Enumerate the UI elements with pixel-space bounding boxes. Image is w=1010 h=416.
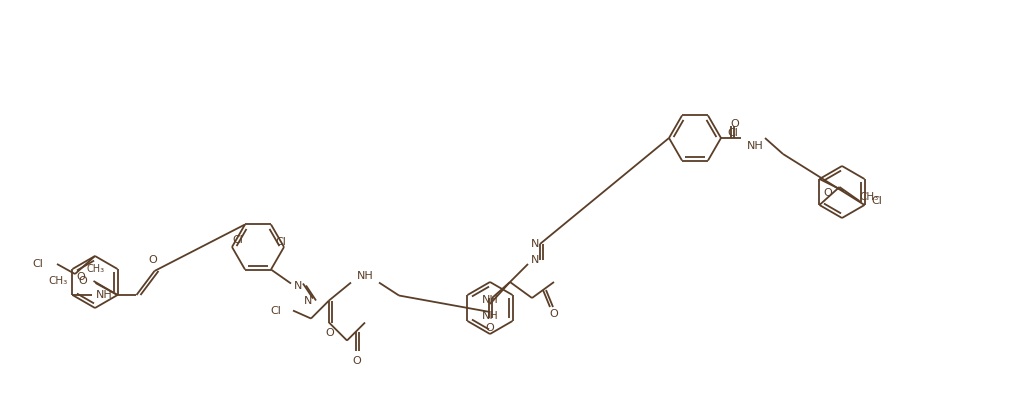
Text: N: N (531, 239, 539, 249)
Text: N: N (531, 255, 539, 265)
Text: O: O (148, 255, 157, 265)
Text: NH: NH (96, 290, 113, 300)
Text: NH: NH (482, 311, 498, 321)
Text: O: O (77, 272, 86, 282)
Text: NH: NH (482, 295, 498, 305)
Text: Cl: Cl (275, 238, 286, 248)
Text: NH: NH (357, 270, 374, 280)
Text: O: O (352, 356, 362, 366)
Text: Cl: Cl (872, 196, 883, 206)
Text: O: O (325, 327, 334, 337)
Text: Cl: Cl (32, 259, 43, 269)
Text: NH: NH (746, 141, 764, 151)
Text: O: O (549, 309, 559, 319)
Text: Cl: Cl (232, 235, 243, 245)
Text: CH₃: CH₃ (860, 192, 879, 202)
Text: CH₃: CH₃ (48, 276, 68, 286)
Text: O: O (486, 323, 494, 333)
Text: O: O (730, 119, 739, 129)
Text: Cl: Cl (727, 128, 738, 138)
Text: O: O (78, 276, 87, 286)
Text: N: N (304, 295, 312, 305)
Text: N: N (294, 280, 302, 290)
Text: O: O (823, 188, 832, 198)
Text: CH₃: CH₃ (87, 264, 105, 274)
Text: Cl: Cl (270, 305, 281, 315)
